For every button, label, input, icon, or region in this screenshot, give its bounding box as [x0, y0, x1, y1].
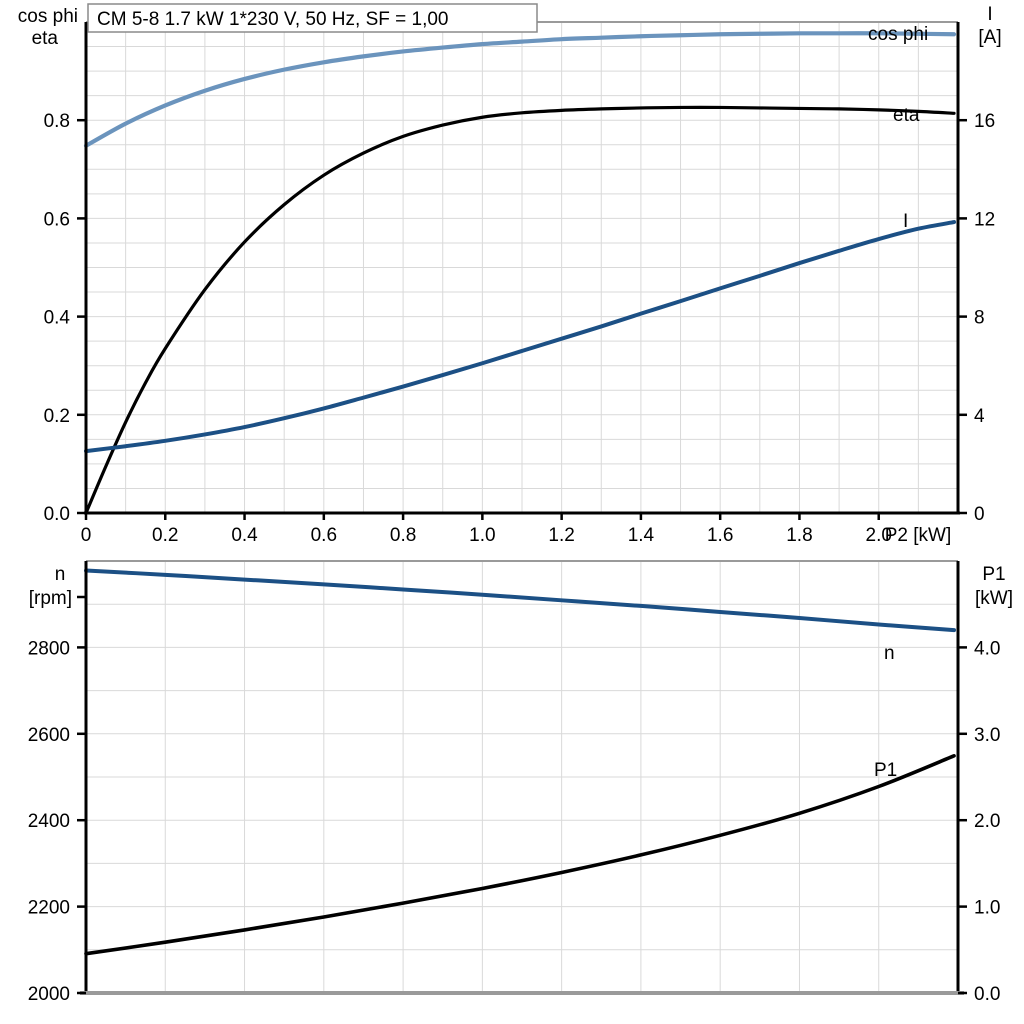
- tick-label-x: 1.4: [628, 525, 655, 546]
- curve-label-p1: P1: [874, 760, 897, 781]
- tick-label-left: 2800: [28, 638, 70, 659]
- tick-label-right: 2.0: [974, 811, 1000, 832]
- left-axis-title-line1: cos phi: [18, 6, 78, 27]
- tick-label-right: 0: [974, 504, 985, 525]
- curve-cos-phi: [83, 31, 957, 148]
- tick-label-x: 0.6: [311, 525, 337, 546]
- tick-label-right: 12: [974, 209, 995, 230]
- tick-label-left: 2600: [28, 725, 70, 746]
- left-axis-title-line2: eta: [32, 28, 59, 49]
- tick-label-right: 1.0: [974, 898, 1000, 919]
- curve-eta: [84, 105, 956, 515]
- title-box-rect: [87, 3, 538, 33]
- bottom-chart-axes-labels: 2000 2200 2400 2600 2800 0.0 1.0 2.0 3.0 4.0 n [rpm…: [28, 564, 1013, 1005]
- bottom-chart-frame: [80, 560, 964, 995]
- tick-label-x: 2.0: [866, 525, 892, 546]
- tick-label-left: 2400: [28, 811, 70, 832]
- top-chart-axes-labels: 0.0 0.2 0.4 0.6 0.8 0 4 8 12 16 0 0.2 0.4 0.6 0.8 1.0 1.…: [18, 4, 1002, 546]
- tick-label-right: 4.0: [974, 638, 1000, 659]
- tick-label-x: 0.2: [152, 525, 178, 546]
- left-axis-title-line2: [rpm]: [29, 588, 72, 609]
- tick-label-right: 3.0: [974, 725, 1000, 746]
- curve-label-cos-phi: cos phi: [868, 24, 928, 45]
- tick-label-x: 0.8: [390, 525, 416, 546]
- chart-title-text: CM 5-8 1.7 kW 1*230 V, 50 Hz, SF = 1,00: [97, 9, 449, 30]
- right-axis-title-line2: [kW]: [975, 588, 1013, 609]
- curve-p1: [84, 754, 956, 956]
- tick-label-x: 0: [81, 525, 92, 546]
- tick-label-right: 0.0: [974, 984, 1000, 1005]
- bottom-chart-grid: [86, 560, 959, 993]
- tick-label-left: 0.2: [44, 406, 70, 427]
- right-axis-title-line1: I: [987, 4, 992, 25]
- curve-current: [84, 220, 957, 454]
- tick-label-left: 2200: [28, 898, 70, 919]
- curve-label-current: I: [903, 211, 908, 232]
- curve-speed: [84, 568, 957, 633]
- right-axis-title-line2: [A]: [978, 27, 1001, 48]
- tick-label-x: 1.8: [786, 525, 812, 546]
- tick-label-left: 0.4: [44, 308, 71, 329]
- top-chart-grid: [86, 21, 959, 513]
- x-axis-title: P2 [kW]: [885, 525, 952, 546]
- tick-label-left: 0.6: [44, 209, 70, 230]
- right-axis-title-line1: P1: [982, 564, 1005, 585]
- tick-label-x: 1.0: [469, 525, 495, 546]
- tick-label-right: 4: [974, 406, 985, 427]
- tick-label-x: 0.4: [231, 525, 258, 546]
- curve-label-eta: eta: [893, 105, 920, 126]
- curve-label-speed: n: [884, 643, 895, 664]
- tick-label-x: 1.6: [707, 525, 733, 546]
- tick-label-left: 2000: [28, 984, 70, 1005]
- chart-title-box: CM 5-8 1.7 kW 1*230 V, 50 Hz, SF = 1,00: [87, 3, 538, 33]
- tick-label-left: 0.0: [44, 504, 70, 525]
- tick-label-x: 1.2: [548, 525, 574, 546]
- tick-label-right: 8: [974, 308, 985, 329]
- tick-label-left: 0.8: [44, 111, 70, 132]
- tick-label-right: 16: [974, 111, 995, 132]
- left-axis-title-line1: n: [55, 564, 66, 585]
- curve-labels: cos phi eta In P1: [868, 24, 928, 781]
